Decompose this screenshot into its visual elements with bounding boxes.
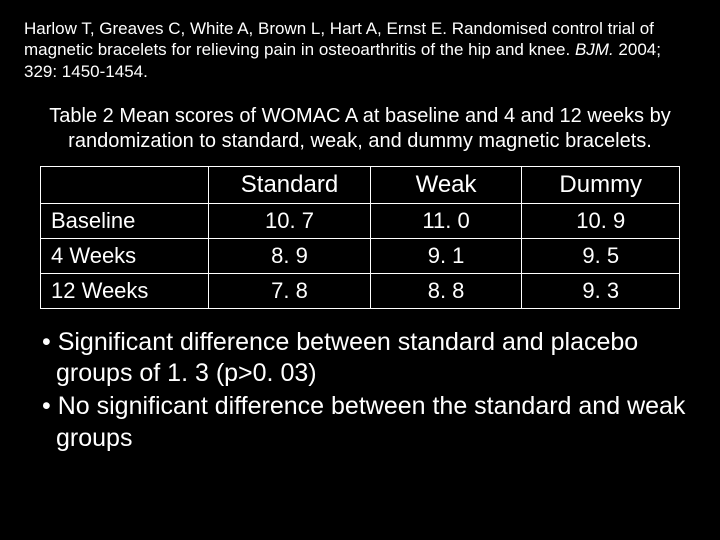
cell: 10. 7: [209, 203, 370, 238]
citation-authors: Harlow T, Greaves C, White A, Brown L, H…: [24, 19, 447, 38]
bullet-item: No significant difference between the st…: [42, 391, 696, 454]
bullet-list: Significant difference between standard …: [42, 327, 696, 454]
col-dummy: Dummy: [522, 166, 680, 203]
citation: Harlow T, Greaves C, White A, Brown L, H…: [24, 18, 696, 82]
table-corner-cell: [41, 166, 209, 203]
table-row: 4 Weeks 8. 9 9. 1 9. 5: [41, 238, 680, 273]
row-label-baseline: Baseline: [41, 203, 209, 238]
cell: 11. 0: [370, 203, 522, 238]
row-label-4weeks: 4 Weeks: [41, 238, 209, 273]
table-row: Baseline 10. 7 11. 0 10. 9: [41, 203, 680, 238]
col-weak: Weak: [370, 166, 522, 203]
cell: 9. 3: [522, 273, 680, 308]
slide: Harlow T, Greaves C, White A, Brown L, H…: [0, 0, 720, 540]
cell: 9. 1: [370, 238, 522, 273]
bullet-item: Significant difference between standard …: [42, 327, 696, 390]
cell: 9. 5: [522, 238, 680, 273]
table-header-row: Standard Weak Dummy: [41, 166, 680, 203]
table-row: 12 Weeks 7. 8 8. 8 9. 3: [41, 273, 680, 308]
citation-journal: BJM.: [575, 40, 614, 59]
womac-table: Standard Weak Dummy Baseline 10. 7 11. 0…: [40, 166, 680, 309]
cell: 10. 9: [522, 203, 680, 238]
cell: 8. 9: [209, 238, 370, 273]
cell: 8. 8: [370, 273, 522, 308]
row-label-12weeks: 12 Weeks: [41, 273, 209, 308]
table-caption: Table 2 Mean scores of WOMAC A at baseli…: [40, 104, 680, 154]
cell: 7. 8: [209, 273, 370, 308]
col-standard: Standard: [209, 166, 370, 203]
